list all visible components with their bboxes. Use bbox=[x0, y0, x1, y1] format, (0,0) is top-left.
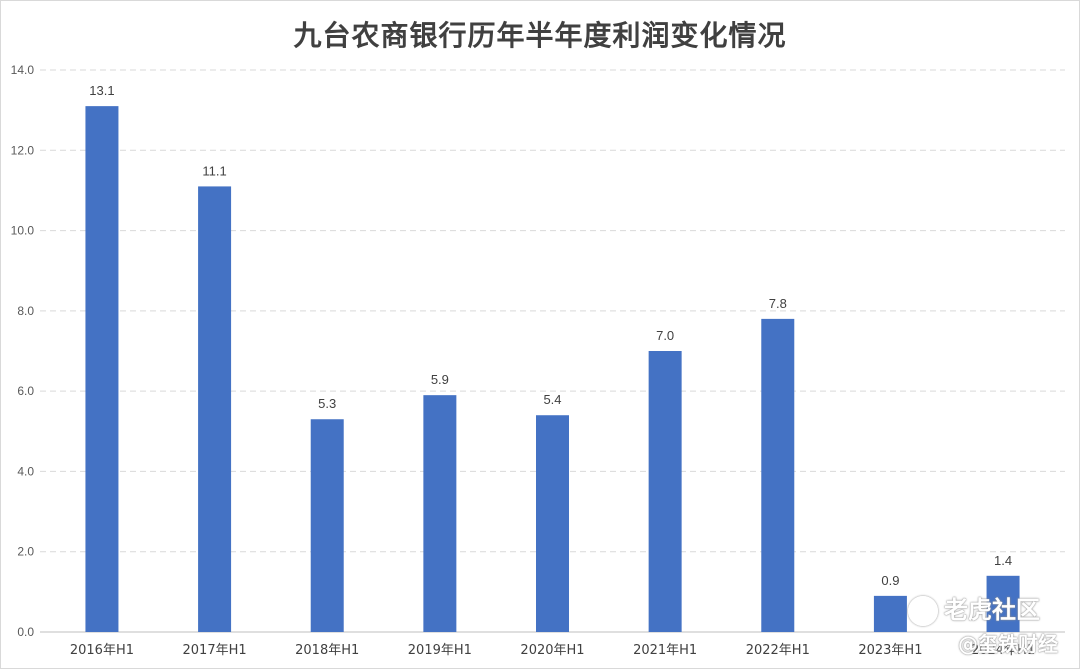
bar bbox=[536, 415, 569, 632]
x-tick-label: 2018年H1 bbox=[295, 643, 359, 658]
bar bbox=[873, 595, 907, 632]
y-tick-label: 12.0 bbox=[11, 143, 35, 157]
y-tick-label: 2.0 bbox=[17, 545, 34, 559]
x-tick-label: 2023年H1 bbox=[858, 643, 922, 658]
y-tick-label: 6.0 bbox=[17, 384, 34, 398]
y-tick-label: 14.0 bbox=[11, 63, 35, 77]
y-tick-label: 10.0 bbox=[11, 224, 35, 238]
x-tick-label: 2017年H1 bbox=[183, 643, 247, 658]
bar bbox=[85, 106, 119, 633]
x-tick-label: 2019年H1 bbox=[408, 643, 472, 658]
x-tick-label: 2020年H1 bbox=[520, 643, 584, 658]
data-label: 1.4 bbox=[994, 553, 1012, 568]
data-label: 5.9 bbox=[431, 372, 449, 387]
bar bbox=[761, 318, 795, 632]
watermark-tiger-community: 老虎社区 bbox=[908, 590, 1040, 626]
data-label: 0.9 bbox=[881, 573, 899, 588]
watermark-author: @玺铁财经 bbox=[958, 632, 1058, 656]
bar bbox=[423, 395, 457, 632]
data-label: 13.1 bbox=[89, 83, 114, 98]
data-label: 5.3 bbox=[318, 396, 336, 411]
y-tick-label: 4.0 bbox=[17, 464, 34, 478]
y-tick-label: 0.0 bbox=[17, 625, 34, 639]
x-tick-label: 2022年H1 bbox=[746, 643, 810, 658]
x-tick-label: 2024年H1 bbox=[971, 643, 1035, 658]
bar bbox=[648, 351, 682, 632]
y-tick-label: 8.0 bbox=[17, 304, 34, 318]
chart-title: 九台农商银行历年半年度利润变化情况 bbox=[293, 19, 787, 52]
data-label: 7.8 bbox=[769, 296, 787, 311]
tiger-logo-icon bbox=[908, 596, 938, 626]
data-label: 7.0 bbox=[656, 328, 674, 343]
data-label: 5.4 bbox=[543, 392, 561, 407]
data-label: 11.1 bbox=[202, 163, 226, 178]
x-tick-label: 2016年H1 bbox=[70, 643, 134, 658]
bar bbox=[310, 419, 344, 632]
bar bbox=[986, 575, 1020, 632]
bar bbox=[198, 186, 232, 632]
x-tick-label: 2021年H1 bbox=[633, 643, 697, 658]
